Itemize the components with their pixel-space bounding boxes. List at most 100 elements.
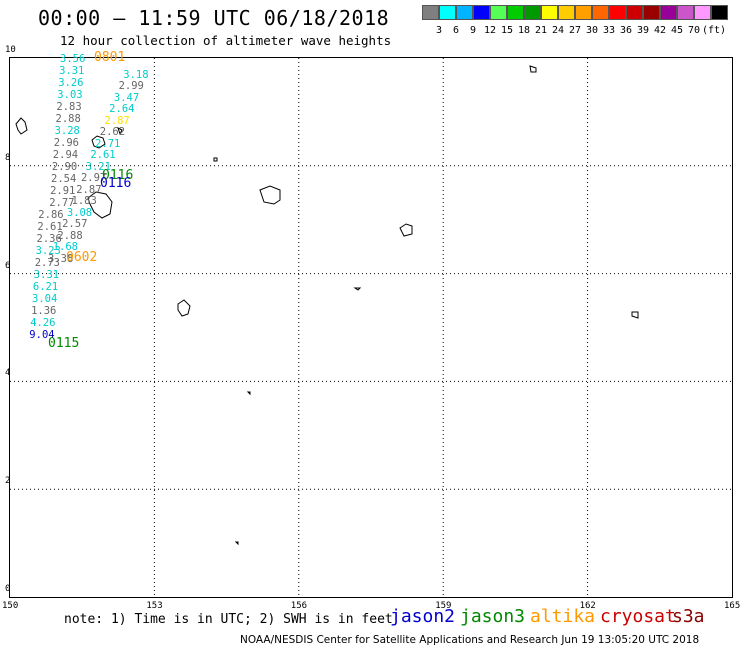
- wave-height-observation: 3.18: [123, 68, 149, 81]
- legend-swatch: [439, 5, 456, 20]
- legend-tick-label: 3: [435, 25, 443, 36]
- island-outline: [259, 185, 281, 205]
- island-outline: [87, 191, 113, 219]
- satellite-cryosat: cryosat: [600, 606, 676, 627]
- wave-height-observation: 6.21: [32, 281, 59, 293]
- y-tick-label: 8: [5, 152, 11, 163]
- legend-swatch: [626, 5, 643, 20]
- wave-height-observation: 3.28: [54, 125, 80, 137]
- x-tick-label: 165: [724, 601, 740, 611]
- wave-height-observation: 3.56: [60, 53, 86, 65]
- wave-height-observation: 2.61: [90, 149, 116, 162]
- legend-tick-label: 36: [619, 25, 633, 36]
- legend-swatch: [575, 5, 592, 20]
- x-tick-label: 159: [435, 601, 452, 611]
- legend-unit: (ft): [701, 25, 727, 36]
- island-outline: [246, 391, 251, 396]
- legend-tick-label: 6: [452, 25, 460, 36]
- legend-tick-label: 27: [568, 25, 582, 36]
- legend-swatch: [507, 5, 524, 20]
- legend-tick-label: 45: [670, 25, 684, 36]
- pass-time-label: 0602: [66, 250, 98, 265]
- wave-height-observation: 2.61: [37, 221, 63, 233]
- credit-line: NOAA/NESDIS Center for Satellite Applica…: [240, 634, 700, 646]
- wave-height-observation: 2.64: [109, 103, 135, 116]
- wave-height-observation: 2.97: [80, 172, 107, 185]
- map-canvas: [10, 58, 732, 597]
- y-tick-label: 2: [5, 476, 11, 487]
- legend-swatch: [490, 5, 507, 20]
- legend-tick-label: 21: [534, 25, 548, 36]
- wave-height-observation: 3.31: [59, 65, 85, 77]
- wave-height-observation: 2.90: [51, 161, 78, 173]
- wave-height-observation: 3.08: [66, 206, 93, 219]
- y-tick-label: 10: [5, 45, 16, 55]
- y-tick-label: 4: [5, 368, 11, 379]
- x-tick-label: 162: [579, 601, 596, 611]
- wave-height-observation: 2.62: [99, 126, 126, 139]
- wave-height-observation: 2.88: [55, 113, 81, 125]
- legend-swatch: [558, 5, 575, 20]
- island-outline: [399, 223, 413, 237]
- wave-height-observation: 4.26: [30, 317, 56, 329]
- wave-height-observation: 2.54: [51, 173, 77, 185]
- wave-height-observation: 2.86: [38, 209, 64, 221]
- wave-height-observation: 2.88: [57, 229, 83, 242]
- legend-swatch: [524, 5, 541, 20]
- island-outline: [631, 311, 639, 319]
- x-tick-label: 150: [2, 601, 19, 611]
- wave-height-observation: 1.68: [52, 241, 78, 254]
- legend-swatch: [456, 5, 473, 20]
- pass-time-label: 0801: [94, 50, 126, 65]
- wave-height-observation: 2.83: [56, 101, 82, 113]
- satellite-jason3: jason3: [460, 606, 526, 627]
- legend-tick-label: 39: [636, 25, 650, 36]
- wave-height-observation: 2.96: [53, 137, 79, 149]
- wave-height-observation: 2.91: [50, 185, 76, 197]
- legend-swatch: [660, 5, 677, 20]
- wave-height-observation: 3.47: [113, 91, 140, 104]
- legend-tick-label: 33: [602, 25, 616, 36]
- wave-height-observation: 3.31: [33, 269, 60, 281]
- note-text: note: 1) Time is in UTC; 2) SWH is in fe…: [64, 612, 393, 627]
- wave-height-observation: 3.38: [48, 253, 74, 265]
- satellite-s3a: s3a: [672, 606, 705, 627]
- legend-swatch: [592, 5, 609, 20]
- x-tick-label: 153: [146, 601, 163, 611]
- legend-tick-label: 24: [551, 25, 565, 36]
- island-outline: [15, 117, 28, 135]
- legend-tick-label: 42: [653, 25, 667, 36]
- wave-height-observation: 1.36: [31, 305, 57, 317]
- satellite-altika: altika: [530, 606, 596, 627]
- wave-height-observation: 1.83: [71, 195, 97, 208]
- wave-height-observation: 3.21: [85, 160, 111, 173]
- wave-height-observation: 9.04: [29, 329, 55, 341]
- island-outline: [234, 541, 239, 546]
- wave-height-observation: 3.03: [57, 89, 83, 101]
- wave-height-observation: 2.57: [62, 218, 88, 231]
- pass-time-label: 0115: [48, 336, 80, 351]
- island-outline: [117, 127, 123, 136]
- wave-height-observation: 2.36: [36, 233, 62, 245]
- legend-tick-label: 18: [517, 25, 531, 36]
- legend-swatch: [422, 5, 439, 20]
- legend-tick-label: 30: [585, 25, 599, 36]
- wave-height-observation: 3.04: [32, 293, 58, 305]
- wave-height-observation: 2.87: [104, 114, 130, 127]
- map-plot-area[interactable]: 3.56 3.31 3.26 3.03 2.83 2.88 3.28 2.96 2.94 2.90…: [9, 50, 733, 598]
- island-outline: [353, 287, 362, 291]
- legend-tick-label: 12: [483, 25, 497, 36]
- legend-swatch: [643, 5, 660, 20]
- wave-height-observation: 2.99: [118, 80, 144, 93]
- island-outline: [177, 299, 191, 317]
- legend-swatch: [711, 5, 728, 20]
- legend-swatch: [541, 5, 558, 20]
- legend-tick-label: 15: [500, 25, 514, 36]
- wave-height-observation: 3.26: [58, 77, 84, 89]
- legend-tick-label: 70: [687, 25, 701, 36]
- y-tick-label: 6: [5, 260, 11, 271]
- legend-tick-label: 9: [469, 25, 477, 36]
- island-outline: [213, 157, 218, 162]
- island-outline: [91, 135, 106, 149]
- legend-swatch: [677, 5, 694, 20]
